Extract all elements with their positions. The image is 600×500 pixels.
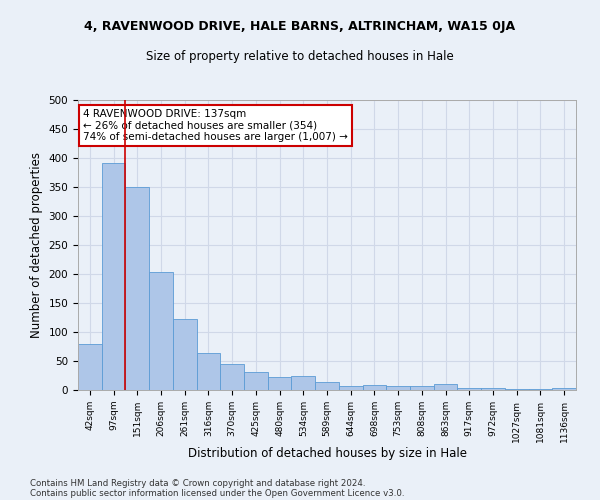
Bar	[78, 344, 102, 390]
Bar	[362, 386, 386, 390]
Bar	[339, 386, 362, 390]
Bar	[481, 388, 505, 390]
Bar	[434, 384, 457, 390]
Bar	[197, 354, 220, 390]
Bar	[505, 389, 529, 390]
Bar	[149, 272, 173, 390]
Bar	[173, 319, 197, 390]
Bar	[386, 386, 410, 390]
Bar	[268, 377, 292, 390]
X-axis label: Distribution of detached houses by size in Hale: Distribution of detached houses by size …	[187, 448, 467, 460]
Bar	[102, 162, 125, 390]
Bar	[244, 372, 268, 390]
Text: Contains HM Land Registry data © Crown copyright and database right 2024.: Contains HM Land Registry data © Crown c…	[30, 478, 365, 488]
Bar	[529, 389, 552, 390]
Text: 4, RAVENWOOD DRIVE, HALE BARNS, ALTRINCHAM, WA15 0JA: 4, RAVENWOOD DRIVE, HALE BARNS, ALTRINCH…	[85, 20, 515, 33]
Bar	[410, 386, 434, 390]
Y-axis label: Number of detached properties: Number of detached properties	[30, 152, 43, 338]
Text: 4 RAVENWOOD DRIVE: 137sqm
← 26% of detached houses are smaller (354)
74% of semi: 4 RAVENWOOD DRIVE: 137sqm ← 26% of detac…	[83, 108, 348, 142]
Bar	[315, 382, 339, 390]
Bar	[457, 388, 481, 390]
Bar	[292, 376, 315, 390]
Text: Contains public sector information licensed under the Open Government Licence v3: Contains public sector information licen…	[30, 488, 404, 498]
Bar	[220, 364, 244, 390]
Text: Size of property relative to detached houses in Hale: Size of property relative to detached ho…	[146, 50, 454, 63]
Bar	[552, 388, 576, 390]
Bar	[125, 187, 149, 390]
